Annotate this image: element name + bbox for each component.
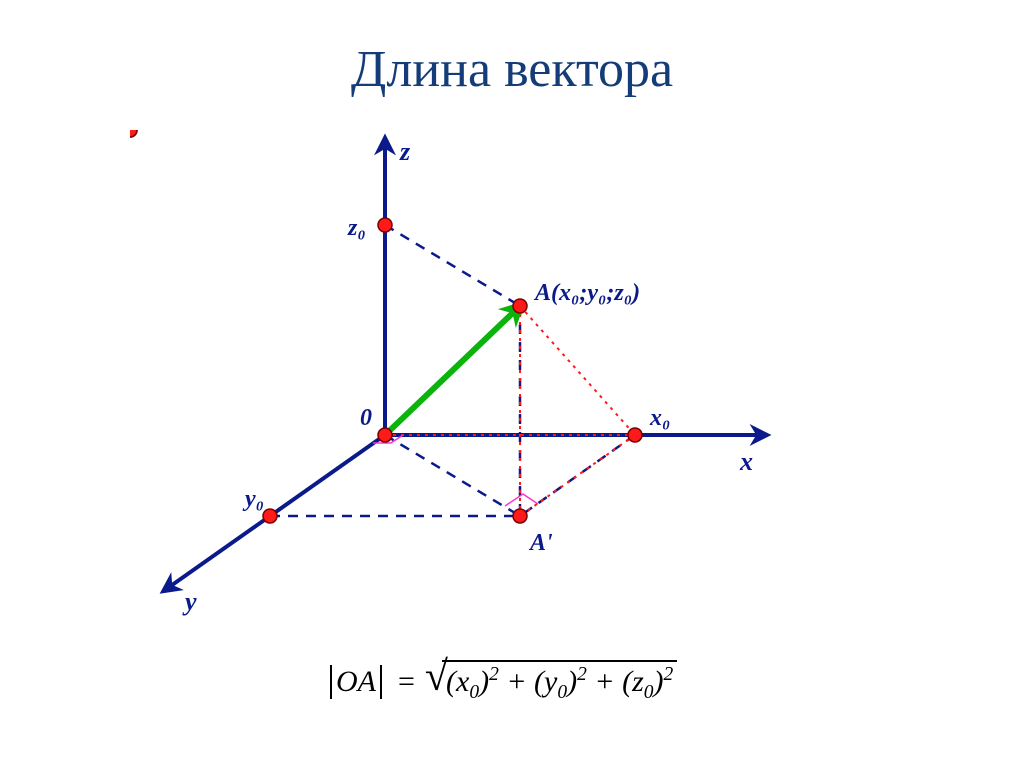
point-label-Ap: A' <box>528 530 553 556</box>
point-label-x0: x₀ <box>649 405 670 431</box>
point-label-O: 0 <box>360 405 372 431</box>
point-label-z0: z₀ <box>347 215 366 241</box>
magnitude-formula: OA = √ (x0)2 + (y0)2 + (z0)2 <box>330 660 677 704</box>
square-root: √ (x0)2 + (y0)2 + (z0)2 <box>425 660 677 704</box>
radicand: (x0)2 + (y0)2 + (z0)2 <box>442 660 677 704</box>
formula-lhs: OA <box>330 665 382 699</box>
equals-sign: = <box>398 665 415 699</box>
point-label-y0: y₀ <box>242 486 264 512</box>
vector-diagram: x z y 0 x₀ y₀ z₀ A(x₀;y₀;z₀) A' <box>130 130 830 620</box>
point-label-A: A(x₀;y₀;z₀) <box>533 280 640 306</box>
page-title: Длина вектора <box>0 40 1024 99</box>
svg-text:x: x <box>739 447 753 476</box>
svg-text:z: z <box>399 137 411 166</box>
svg-text:y: y <box>182 587 197 616</box>
